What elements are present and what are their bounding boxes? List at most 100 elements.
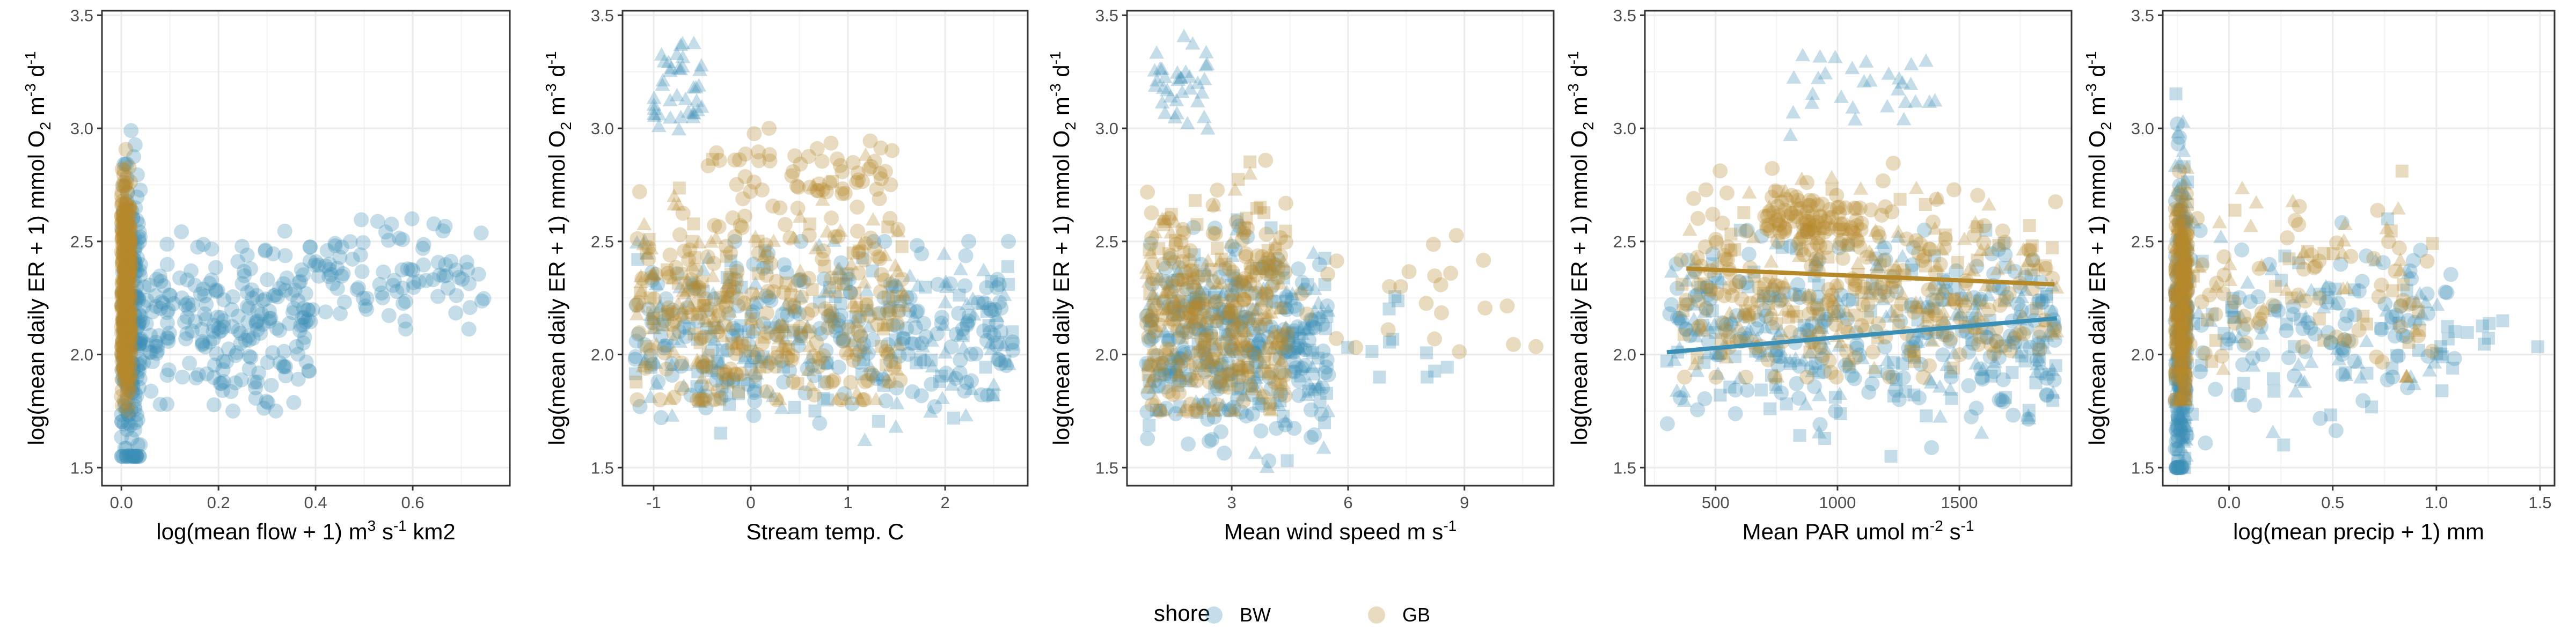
data-point-gb: [1272, 301, 1288, 314]
data-point-gb: [1161, 384, 1176, 399]
data-point-bw: [694, 99, 709, 113]
data-point-bw: [1905, 257, 1920, 273]
data-point-bw: [123, 324, 138, 339]
data-point-gb: [2343, 333, 2359, 349]
data-point-bw: [1920, 299, 1935, 315]
data-point-gb: [833, 392, 849, 407]
data-point-bw: [129, 238, 145, 253]
data-point-gb: [1992, 298, 2008, 313]
data-point-bw: [2175, 327, 2190, 341]
data-point-bw: [2170, 116, 2185, 131]
data-point-gb: [2190, 211, 2205, 226]
data-point-bw: [638, 352, 653, 366]
data-point-gb: [1822, 202, 1838, 217]
data-point-bw: [631, 326, 646, 342]
data-point-gb: [794, 289, 809, 305]
data-point-gb: [2046, 241, 2059, 254]
data-point-bw: [636, 354, 652, 368]
data-point-gb: [1434, 305, 1449, 320]
data-point-bw: [629, 235, 645, 249]
data-point-gb: [1159, 276, 1175, 291]
data-point-gb: [683, 298, 698, 312]
data-point-gb: [1180, 403, 1195, 419]
data-point-bw: [645, 273, 660, 288]
data-point-bw: [159, 368, 175, 383]
data-point-bw: [711, 355, 724, 368]
data-point-bw: [984, 302, 999, 318]
data-point-gb: [850, 223, 865, 239]
data-point-bw: [2011, 345, 2027, 359]
data-point-bw: [1828, 404, 1843, 419]
data-point-gb: [2048, 194, 2063, 209]
data-point-bw: [1290, 319, 1306, 334]
data-point-bw: [916, 316, 932, 331]
data-point-gb: [1885, 281, 1899, 295]
data-point-bw: [127, 289, 142, 304]
data-point-bw: [1320, 298, 1335, 314]
data-point-gb: [1244, 311, 1260, 325]
data-point-gb: [2178, 336, 2194, 352]
data-point-gb: [696, 392, 711, 407]
data-point-gb: [1777, 224, 1792, 240]
data-point-bw: [860, 346, 876, 361]
data-point-bw: [1287, 298, 1302, 314]
data-point-gb: [1188, 299, 1202, 312]
data-point-gb: [2172, 344, 2188, 360]
data-point-gb: [1448, 228, 1464, 243]
data-point-bw: [2173, 212, 2189, 226]
data-point-gb: [720, 250, 733, 263]
data-point-bw: [395, 280, 411, 296]
data-point-gb: [116, 213, 132, 228]
data-point-bw: [162, 287, 177, 303]
data-point-bw: [1192, 358, 1206, 372]
data-point-gb: [709, 145, 724, 160]
data-point-bw: [1386, 333, 1400, 346]
data-point-bw: [1278, 289, 1294, 305]
data-point-gb: [1199, 296, 1215, 310]
data-point-bw: [184, 263, 199, 279]
data-point-gb: [1236, 271, 1252, 287]
data-point-gb: [640, 340, 653, 353]
data-point-gb: [1159, 282, 1175, 296]
data-point-bw: [1141, 359, 1155, 372]
data-point-gb: [2178, 266, 2193, 280]
data-point-bw: [2176, 414, 2191, 428]
data-point-gb: [117, 323, 133, 339]
data-point-gb: [2168, 367, 2184, 383]
data-point-gb: [1854, 215, 1869, 231]
data-point-bw: [132, 352, 148, 367]
data-point-bw: [2177, 410, 2192, 424]
data-point-bw: [690, 313, 706, 329]
data-point-gb: [704, 234, 719, 248]
data-point-gb: [117, 307, 133, 323]
data-point-gb: [1183, 262, 1199, 278]
data-point-gb: [2180, 237, 2196, 252]
data-point-bw: [1285, 286, 1300, 300]
data-point-bw: [1186, 280, 1202, 295]
data-point-gb: [1230, 377, 1246, 393]
data-point-gb: [736, 295, 752, 311]
data-point-bw: [1286, 327, 1299, 340]
data-point-bw: [2170, 428, 2185, 443]
data-point-bw: [1143, 236, 1159, 252]
data-point-gb: [114, 286, 130, 302]
data-point-bw: [118, 212, 133, 228]
data-point-bw: [2178, 210, 2194, 225]
data-point-gb: [1238, 246, 1254, 261]
data-point-bw: [856, 336, 872, 352]
data-point-bw: [1894, 75, 1910, 89]
data-point-gb: [1201, 310, 1216, 325]
data-point-gb: [2173, 229, 2189, 245]
data-point-bw: [119, 441, 134, 456]
data-point-gb: [1794, 171, 1810, 185]
data-point-bw: [1373, 370, 1386, 384]
data-point-gb: [122, 285, 137, 300]
data-point-gb: [2291, 217, 2307, 232]
data-point-gb: [1145, 270, 1161, 286]
data-point-bw: [118, 308, 133, 323]
data-point-bw: [261, 313, 277, 329]
data-point-bw: [942, 276, 958, 291]
data-point-bw: [178, 297, 193, 313]
data-point-bw: [122, 226, 137, 241]
data-point-bw: [965, 291, 980, 305]
